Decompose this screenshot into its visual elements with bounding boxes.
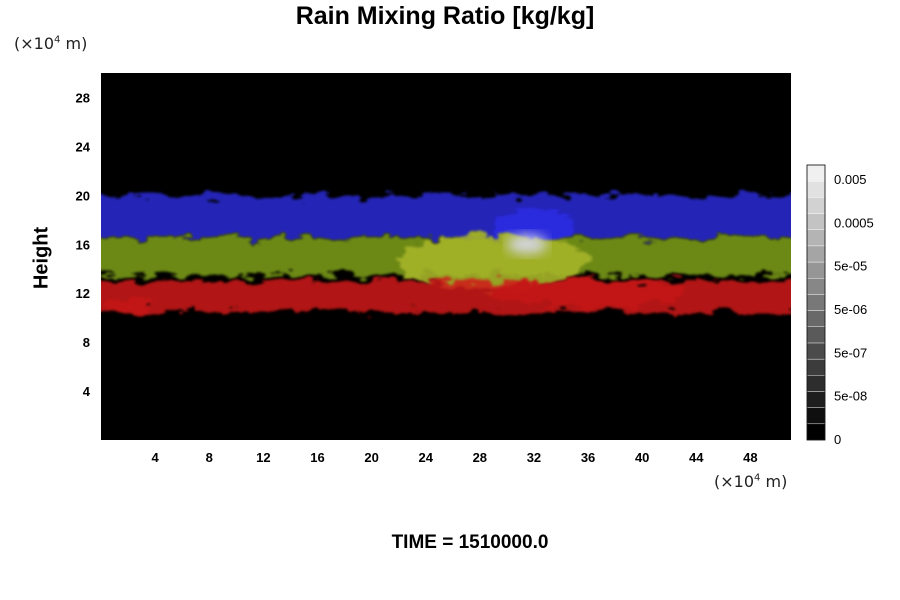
band-peak — [506, 234, 548, 254]
colorbar-label: 5e-05 — [834, 259, 867, 274]
colorbar-segment — [806, 375, 826, 392]
chart-title: Rain Mixing Ratio [kg/kg] — [295, 2, 595, 30]
x-tick-label: 28 — [473, 450, 487, 465]
y-tick-label: 20 — [76, 188, 90, 203]
y-tick-label: 16 — [76, 237, 90, 252]
y-tick-label: 8 — [83, 335, 90, 350]
colorbar-segment — [806, 197, 826, 214]
colorbar-segment — [806, 423, 826, 441]
colorbar-segment — [806, 164, 826, 182]
x-tick-label: 12 — [256, 450, 270, 465]
colorbar-label: 5e-06 — [834, 302, 867, 317]
colorbar-segment — [806, 294, 826, 311]
colorbar-label: 0 — [834, 432, 841, 447]
y-tick-label: 12 — [76, 286, 90, 301]
colorbar-segment — [806, 229, 826, 247]
y-tick-label: 24 — [76, 139, 91, 154]
x-tick-label: 48 — [743, 450, 757, 465]
x-tick-label: 24 — [418, 450, 433, 465]
x-tick-label: 32 — [527, 450, 541, 465]
colorbar-frame — [806, 164, 826, 441]
colorbar-segment — [806, 358, 826, 376]
x-tick-label: 4 — [152, 450, 160, 465]
colorbar-label: 5e-08 — [834, 389, 867, 404]
colorbar-label: 0.005 — [834, 172, 867, 187]
colorbar-segment — [806, 391, 826, 408]
x-tick-label: 40 — [635, 450, 649, 465]
colorbar-segment — [806, 310, 826, 327]
colorbar-label: 5e-07 — [834, 345, 867, 360]
colorbar-segment — [806, 245, 826, 263]
colorbar-segment — [806, 278, 826, 295]
x-tick-label: 20 — [364, 450, 378, 465]
colorbar-segment — [806, 342, 826, 360]
y-tick-label: 28 — [76, 90, 90, 105]
colorbar-segment — [806, 326, 826, 344]
x-tick-label: 8 — [206, 450, 213, 465]
colorbar-segment — [806, 180, 826, 198]
colorbar-segment — [806, 407, 826, 425]
y-tick-label: 4 — [83, 384, 91, 399]
colorbar-segment — [806, 261, 826, 279]
band-lower — [101, 279, 791, 314]
time-label: TIME = 1510000.0 — [391, 532, 549, 553]
band-upper — [101, 195, 791, 244]
x-tick-label: 16 — [310, 450, 324, 465]
colorbar-label: 0.0005 — [834, 215, 874, 230]
x-tick-label: 36 — [581, 450, 595, 465]
x-unit-label: (×104 m) — [714, 472, 788, 491]
x-tick-label: 44 — [689, 450, 704, 465]
colorbar-segment — [806, 213, 826, 230]
y-unit-label: (×104 m) — [14, 34, 88, 53]
